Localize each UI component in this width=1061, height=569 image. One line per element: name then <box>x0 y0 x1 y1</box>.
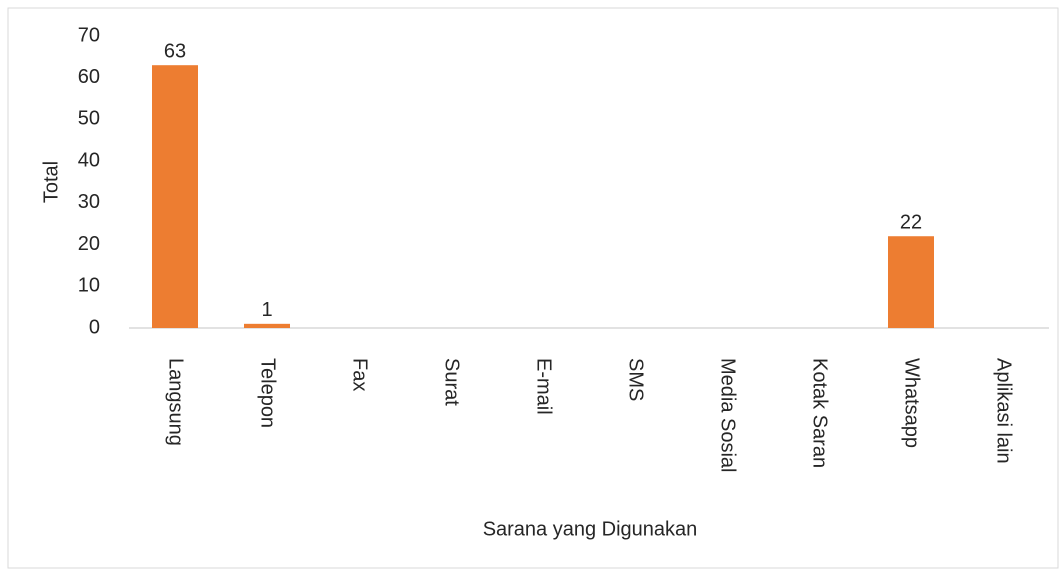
x-tick-label: Media Sosial <box>717 358 739 473</box>
x-tick-label: Telepon <box>257 358 279 428</box>
y-tick-label: 20 <box>78 233 100 255</box>
y-tick-label: 70 <box>78 24 100 46</box>
x-tick-label: Langsung <box>165 358 187 446</box>
data-label: 63 <box>164 40 186 62</box>
x-tick-label: Fax <box>349 358 371 391</box>
x-tick-label: Aplikasi lain <box>993 358 1015 464</box>
x-tick-label: SMS <box>625 358 647 401</box>
y-tick-label: 50 <box>78 108 100 130</box>
x-axis-title: Sarana yang Digunakan <box>483 518 698 540</box>
y-tick-label: 60 <box>78 66 100 88</box>
x-tick-label: Whatsapp <box>901 358 923 448</box>
x-tick-label: Kotak Saran <box>809 358 831 468</box>
y-tick-label: 40 <box>78 149 100 171</box>
x-tick-label: E-mail <box>533 358 555 415</box>
bar <box>152 65 198 328</box>
y-tick-label: 10 <box>78 275 100 297</box>
bar <box>244 323 290 328</box>
y-tick-label: 30 <box>78 191 100 213</box>
y-tick-label: 0 <box>89 316 100 338</box>
data-label: 1 <box>261 299 272 321</box>
x-tick-label: Surat <box>441 358 463 406</box>
bar <box>888 236 934 328</box>
y-axis-title: Total <box>40 161 62 203</box>
data-label: 22 <box>900 212 922 234</box>
